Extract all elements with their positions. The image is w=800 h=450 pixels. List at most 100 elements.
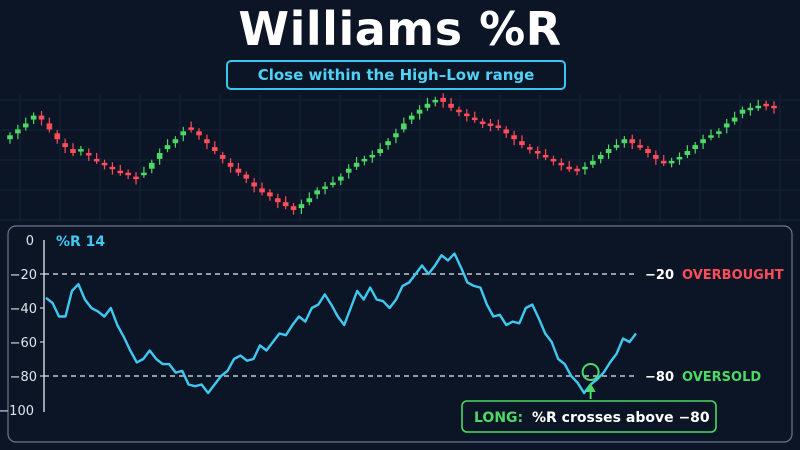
candle-body [188, 127, 194, 130]
candle [251, 177, 257, 193]
candle [716, 128, 722, 138]
candle [133, 172, 139, 185]
candle [597, 151, 604, 164]
candle-body [117, 170, 124, 174]
candle [708, 129, 714, 141]
candle [747, 103, 754, 116]
candle-body [78, 149, 84, 152]
level-tag: OVERBOUGHT [682, 268, 784, 283]
candle-body [314, 190, 320, 195]
candle [495, 119, 502, 131]
y-tick-label: −60 [10, 336, 37, 351]
candle [338, 173, 344, 186]
candle-body [511, 135, 517, 140]
candle [54, 130, 61, 144]
candle [401, 117, 407, 133]
candle [211, 141, 218, 155]
candle [227, 158, 234, 173]
candle [290, 202, 297, 215]
candle-body [385, 141, 391, 146]
candle-body [377, 149, 383, 153]
candle-body [353, 162, 360, 167]
candle-body [668, 160, 675, 164]
candle-body [330, 182, 336, 186]
candle-body [93, 158, 100, 162]
candle-body [723, 123, 730, 128]
candle [668, 157, 675, 168]
candle-body [306, 198, 313, 203]
signal-box [461, 400, 717, 433]
candle [62, 138, 68, 153]
candle [645, 145, 651, 158]
y-tick-label: −20 [10, 268, 37, 283]
candle-body [755, 105, 762, 109]
candle-body [432, 99, 439, 103]
candle-body [156, 153, 163, 159]
candle-body [464, 113, 470, 117]
candle-body [660, 160, 667, 164]
candle [46, 117, 53, 133]
candle [282, 196, 289, 210]
candle [274, 193, 281, 209]
candle-body [345, 168, 352, 173]
background-grid [0, 95, 800, 222]
candle [385, 138, 391, 150]
candle-body [85, 153, 92, 156]
candle-body [621, 139, 628, 144]
long-signal-annotation: LONG: %R crosses above −80 [461, 363, 717, 433]
candle [7, 132, 13, 144]
candle-body [54, 133, 61, 140]
candle [534, 146, 541, 159]
signal-arrow-head [585, 383, 596, 392]
candle [345, 164, 352, 179]
candle-body [243, 174, 250, 179]
candle-body [574, 168, 580, 172]
candle-body [471, 117, 478, 121]
candle [440, 93, 446, 108]
candle-body [534, 151, 541, 154]
candle [93, 153, 100, 165]
signal-prefix: LONG: [474, 410, 523, 426]
level-value: −20 [645, 268, 674, 283]
candle [22, 117, 29, 131]
candle [676, 152, 683, 165]
candle-body [550, 158, 557, 162]
candle [582, 162, 588, 175]
candle [408, 112, 415, 125]
candle [353, 156, 360, 170]
candle-body [393, 133, 399, 138]
candle [70, 143, 76, 157]
candle [188, 121, 194, 133]
candle-body [747, 107, 754, 111]
level-tag: OVERSOLD [682, 370, 761, 385]
candle-body [180, 131, 187, 136]
candle-body [645, 149, 651, 153]
candle-body [148, 162, 155, 169]
candle [511, 130, 517, 146]
candle-body [519, 141, 525, 146]
candle-body [251, 182, 257, 187]
candle [448, 97, 454, 111]
candle [424, 97, 431, 111]
candle-body [361, 158, 368, 162]
candle [487, 118, 494, 132]
candle [471, 111, 478, 123]
candle [141, 166, 147, 178]
williams-r-series [45, 252, 637, 395]
candle-body [298, 204, 305, 209]
candle [653, 150, 659, 165]
candle-body [401, 123, 407, 130]
candle [125, 169, 131, 180]
candle [527, 143, 533, 154]
candle [723, 118, 730, 134]
candle-body [495, 125, 502, 128]
candle [542, 149, 549, 161]
candle-body [227, 162, 234, 167]
candle-body [716, 131, 722, 134]
candle-body [424, 103, 431, 108]
candle [393, 128, 399, 144]
y-tick-label: −80 [10, 370, 37, 385]
candle-body [629, 139, 636, 144]
candle [519, 135, 525, 149]
